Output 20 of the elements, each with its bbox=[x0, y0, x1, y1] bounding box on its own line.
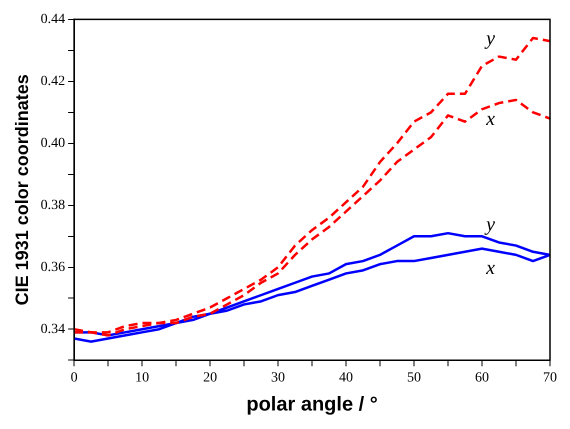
x-tick-label: 40 bbox=[339, 370, 354, 386]
y-axis-title: CIE 1931 color coordinates bbox=[12, 74, 32, 306]
x-tick-label: 60 bbox=[475, 370, 490, 386]
series-label: x bbox=[485, 108, 496, 130]
series-label: y bbox=[484, 213, 496, 236]
y-tick-label: 0.42 bbox=[40, 74, 66, 90]
y-tick-label: 0.40 bbox=[40, 136, 66, 151]
series-label: y bbox=[484, 28, 496, 50]
x-tick-label: 10 bbox=[135, 370, 150, 386]
x-tick-label: 70 bbox=[543, 370, 557, 386]
series-label: x bbox=[485, 256, 496, 279]
x-axis-title: polar angle / ° bbox=[246, 394, 378, 416]
x-tick-label: 30 bbox=[271, 370, 286, 386]
y-tick-label: 0.38 bbox=[40, 198, 66, 213]
y-tick-label: 0.34 bbox=[40, 322, 66, 337]
y-tick-label: 0.44 bbox=[40, 12, 66, 28]
x-tick-label: 0 bbox=[70, 370, 78, 386]
x-tick-label: 50 bbox=[407, 370, 422, 386]
y-tick-label: 0.36 bbox=[40, 260, 66, 275]
x-tick-label: 20 bbox=[203, 370, 218, 386]
